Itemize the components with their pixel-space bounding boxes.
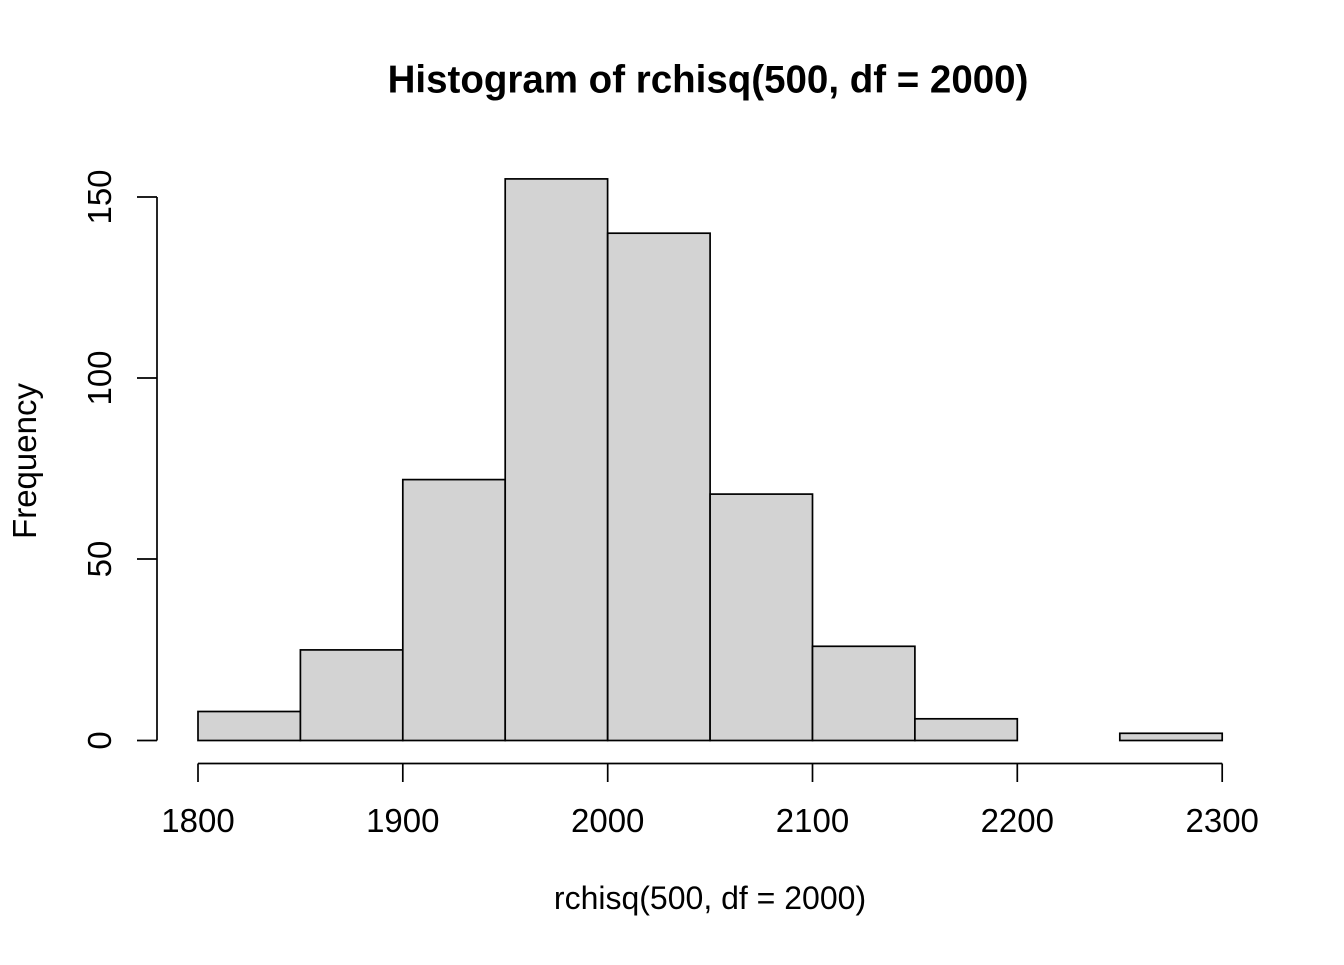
svg-text:2300: 2300 — [1185, 802, 1258, 839]
svg-text:150: 150 — [81, 169, 118, 224]
svg-text:1900: 1900 — [366, 802, 439, 839]
svg-text:Frequency: Frequency — [6, 383, 43, 539]
svg-text:0: 0 — [81, 731, 118, 749]
svg-text:2000: 2000 — [571, 802, 644, 839]
svg-text:2100: 2100 — [776, 802, 849, 839]
svg-text:2200: 2200 — [981, 802, 1054, 839]
svg-text:1800: 1800 — [161, 802, 234, 839]
svg-text:rchisq(500, df = 2000): rchisq(500, df = 2000) — [554, 880, 866, 916]
svg-text:50: 50 — [81, 541, 118, 578]
svg-text:100: 100 — [81, 350, 118, 405]
svg-text:Histogram of rchisq(500, df =: Histogram of rchisq(500, df = 2000) — [388, 59, 1029, 102]
